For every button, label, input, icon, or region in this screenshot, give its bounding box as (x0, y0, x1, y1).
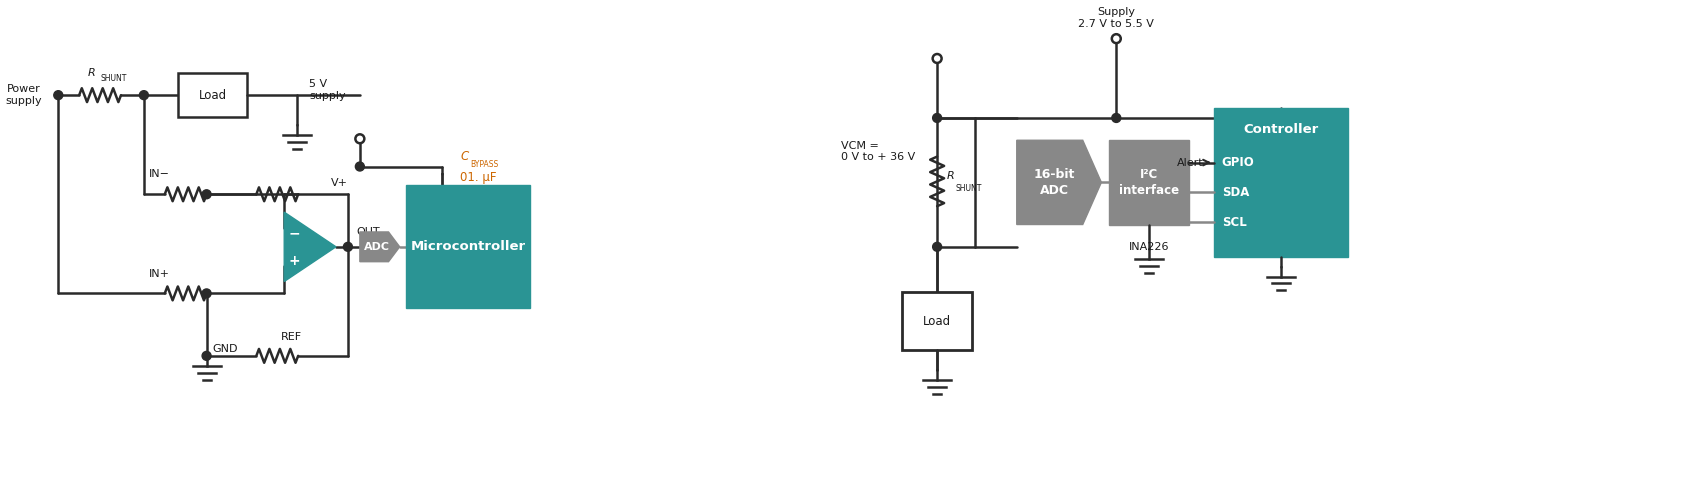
Text: VCM =
0 V to + 36 V: VCM = 0 V to + 36 V (841, 141, 915, 162)
Text: Controller: Controller (1244, 124, 1319, 136)
Circle shape (54, 91, 62, 100)
Circle shape (356, 134, 364, 143)
Text: V+: V+ (330, 178, 347, 188)
Text: Microcontroller: Microcontroller (409, 241, 526, 253)
Text: −: − (288, 226, 300, 240)
Circle shape (1112, 114, 1121, 123)
Text: ADC: ADC (364, 242, 389, 252)
Circle shape (933, 243, 942, 251)
Text: Power
supply: Power supply (5, 84, 42, 106)
Text: +: + (288, 253, 300, 268)
Polygon shape (285, 212, 335, 281)
Text: SHUNT: SHUNT (955, 184, 981, 193)
Text: Alert: Alert (1178, 157, 1203, 167)
Text: R: R (947, 171, 955, 181)
FancyBboxPatch shape (177, 73, 248, 117)
Text: BYPASS: BYPASS (470, 159, 499, 168)
Text: Load: Load (923, 315, 952, 328)
Text: SHUNT: SHUNT (99, 74, 126, 83)
Polygon shape (361, 232, 399, 261)
Text: SDA: SDA (1222, 186, 1249, 199)
Circle shape (140, 91, 148, 100)
Polygon shape (1016, 140, 1102, 225)
Text: SCL: SCL (1222, 216, 1247, 229)
FancyBboxPatch shape (1213, 108, 1348, 257)
Text: 01. μF: 01. μF (460, 171, 497, 184)
Circle shape (344, 243, 352, 251)
Circle shape (202, 190, 211, 199)
Text: IN+: IN+ (148, 268, 170, 278)
Circle shape (202, 352, 211, 361)
Circle shape (202, 289, 211, 298)
Circle shape (933, 54, 942, 63)
Text: R: R (88, 68, 96, 78)
FancyBboxPatch shape (1109, 140, 1190, 225)
FancyBboxPatch shape (406, 185, 531, 308)
Text: C: C (460, 149, 468, 162)
FancyBboxPatch shape (901, 292, 972, 350)
Circle shape (933, 114, 942, 123)
Text: I²C
interface: I²C interface (1119, 168, 1180, 197)
Text: GPIO: GPIO (1222, 156, 1255, 169)
Text: INA226: INA226 (1129, 243, 1169, 252)
Text: REF: REF (281, 332, 302, 342)
Text: GND: GND (212, 344, 238, 354)
Text: 16-bit
ADC: 16-bit ADC (1033, 168, 1075, 197)
Text: Load: Load (199, 89, 226, 102)
Text: IN−: IN− (148, 169, 170, 179)
Text: OUT: OUT (356, 227, 379, 237)
Circle shape (1112, 34, 1121, 43)
Text: Supply
2.7 V to 5.5 V: Supply 2.7 V to 5.5 V (1078, 7, 1154, 29)
Circle shape (356, 162, 364, 171)
Text: 5 V
supply: 5 V supply (308, 79, 345, 101)
